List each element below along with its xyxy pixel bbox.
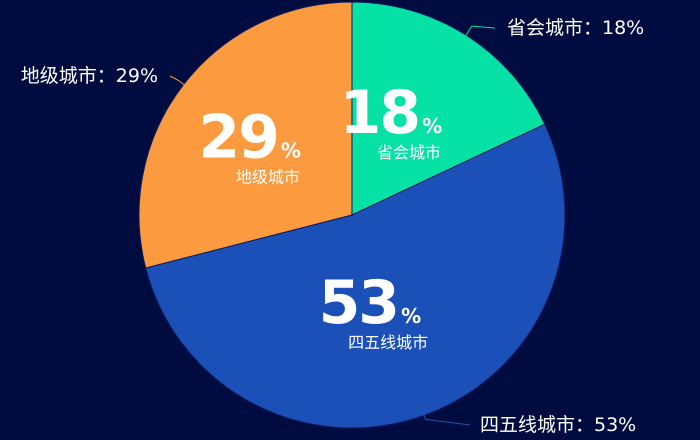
leader-line-0: [463, 25, 496, 39]
leader-line-1: [422, 412, 471, 426]
inner-label-2: 29 % 地级城市: [198, 103, 301, 187]
inner-percent-sign-0: %: [422, 114, 442, 138]
pie-slices: [138, 1, 566, 429]
inner-name-1: 四五线城市: [348, 333, 428, 352]
leader-line-2: [169, 75, 187, 87]
inner-value-1: 53: [319, 268, 399, 338]
inner-value-2: 29: [198, 103, 278, 173]
inner-percent-sign-2: %: [281, 139, 301, 163]
outer-label-0: 省会城市：18%: [507, 17, 644, 39]
outer-label-1: 四五线城市：53%: [480, 414, 636, 436]
inner-percent-sign-1: %: [401, 304, 421, 328]
outer-label-2: 地级城市：29%: [21, 65, 158, 87]
inner-label-1: 53 % 四五线城市: [319, 268, 429, 352]
inner-name-2: 地级城市: [236, 168, 300, 187]
inner-name-0: 省会城市: [377, 143, 441, 162]
inner-label-0: 18 % 省会城市: [340, 78, 443, 162]
inner-value-0: 18: [340, 78, 420, 148]
leader-lines: [169, 25, 496, 426]
